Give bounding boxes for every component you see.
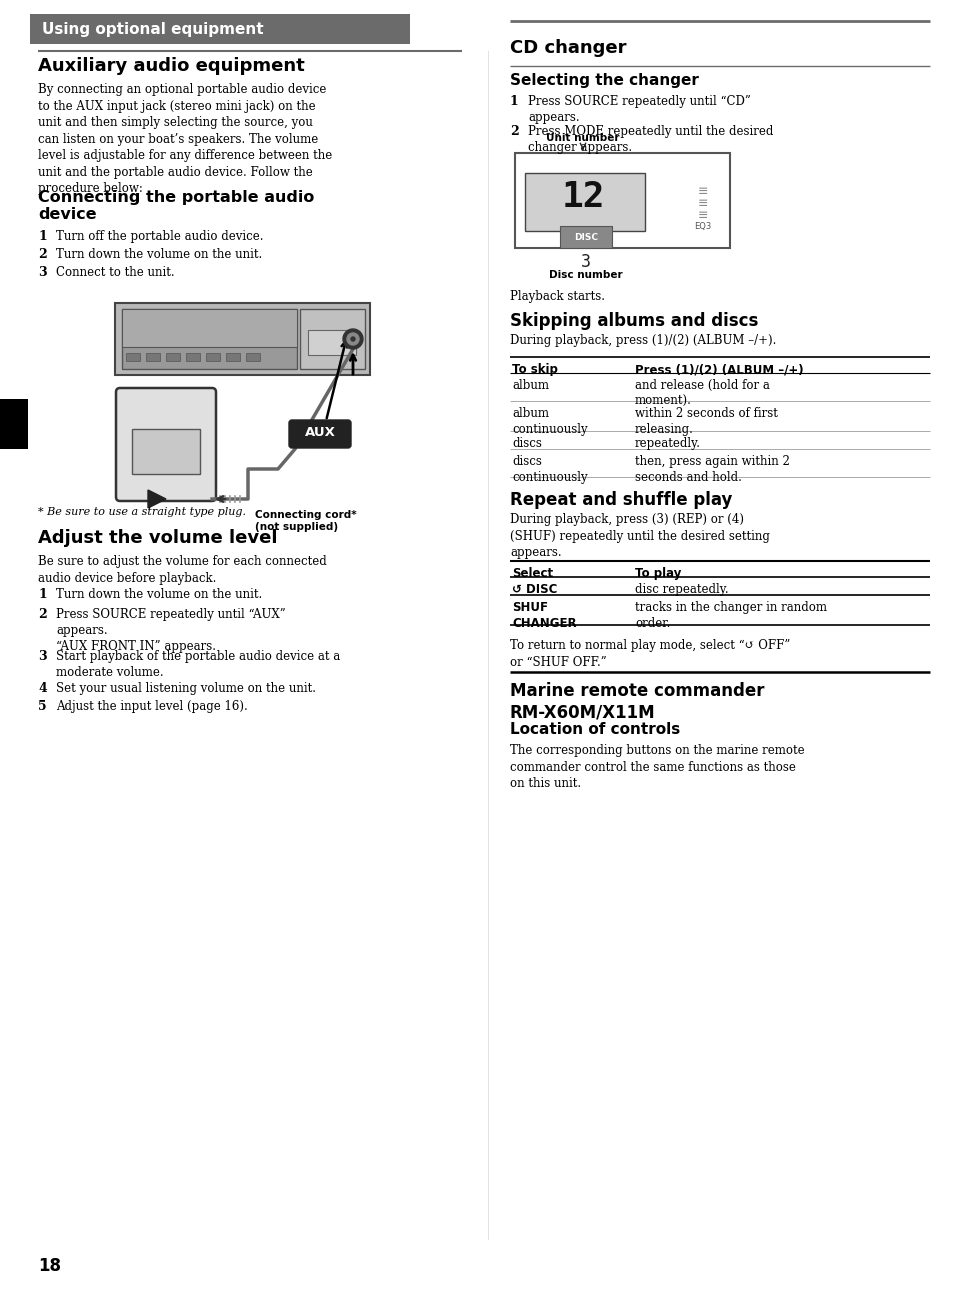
FancyBboxPatch shape <box>0 399 28 449</box>
Text: Press (1)/(2) (ALBUM –/+): Press (1)/(2) (ALBUM –/+) <box>635 362 802 375</box>
FancyBboxPatch shape <box>226 353 240 361</box>
FancyBboxPatch shape <box>299 309 365 369</box>
Text: disc repeatedly.: disc repeatedly. <box>635 583 728 596</box>
Text: * Be sure to use a straight type plug.: * Be sure to use a straight type plug. <box>38 507 246 517</box>
Text: Select: Select <box>512 566 553 579</box>
Text: 12: 12 <box>560 181 604 214</box>
Text: repeatedly.: repeatedly. <box>635 436 700 449</box>
FancyBboxPatch shape <box>186 353 200 361</box>
Text: Turn off the portable audio device.: Turn off the portable audio device. <box>56 230 263 243</box>
Text: AUX: AUX <box>304 426 335 439</box>
Text: 1: 1 <box>38 588 47 601</box>
Text: ≡: ≡ <box>697 184 707 197</box>
Circle shape <box>347 333 358 346</box>
Text: Connecting the portable audio
device: Connecting the portable audio device <box>38 190 314 222</box>
Text: then, press again within 2
seconds and hold.: then, press again within 2 seconds and h… <box>635 455 789 485</box>
Text: 1: 1 <box>510 95 518 108</box>
Text: Selecting the changer: Selecting the changer <box>510 73 699 88</box>
Text: Adjust the input level (page 16).: Adjust the input level (page 16). <box>56 700 248 713</box>
FancyBboxPatch shape <box>524 173 644 231</box>
Text: 3: 3 <box>580 253 590 271</box>
FancyBboxPatch shape <box>122 309 296 347</box>
FancyBboxPatch shape <box>115 303 370 375</box>
Text: 2: 2 <box>510 125 518 138</box>
Text: CD changer: CD changer <box>510 39 626 57</box>
Text: album: album <box>512 379 548 392</box>
FancyBboxPatch shape <box>515 153 729 248</box>
Text: 2: 2 <box>38 248 47 261</box>
Text: During playback, press (1)/(2) (ALBUM –/+).: During playback, press (1)/(2) (ALBUM –/… <box>510 334 776 347</box>
Text: discs: discs <box>512 436 541 449</box>
Text: Playback starts.: Playback starts. <box>510 290 604 303</box>
Text: Be sure to adjust the volume for each connected
audio device before playback.: Be sure to adjust the volume for each co… <box>38 555 327 585</box>
Text: Set your usual listening volume on the unit.: Set your usual listening volume on the u… <box>56 682 315 695</box>
Text: Location of controls: Location of controls <box>510 722 679 737</box>
Text: 18: 18 <box>38 1257 61 1276</box>
Text: Marine remote commander
RM-X60M/X11M: Marine remote commander RM-X60M/X11M <box>510 682 763 721</box>
Text: ≡: ≡ <box>697 196 707 209</box>
Circle shape <box>343 329 363 349</box>
FancyBboxPatch shape <box>132 429 200 474</box>
Circle shape <box>351 336 355 342</box>
Polygon shape <box>148 490 166 508</box>
FancyBboxPatch shape <box>122 309 296 369</box>
Text: Press MODE repeatedly until the desired
changer appears.: Press MODE repeatedly until the desired … <box>527 125 773 155</box>
FancyBboxPatch shape <box>289 420 351 448</box>
Text: Turn down the volume on the unit.: Turn down the volume on the unit. <box>56 248 262 261</box>
Text: 5: 5 <box>38 700 47 713</box>
FancyBboxPatch shape <box>116 388 215 501</box>
Text: DISC: DISC <box>574 233 598 242</box>
FancyBboxPatch shape <box>206 353 220 361</box>
Text: 3: 3 <box>38 650 47 662</box>
Text: Using optional equipment: Using optional equipment <box>42 22 263 36</box>
FancyBboxPatch shape <box>559 226 612 248</box>
Text: 3: 3 <box>38 266 47 279</box>
Text: To skip: To skip <box>512 362 558 375</box>
Text: Repeat and shuffle play: Repeat and shuffle play <box>510 491 732 509</box>
Text: 4: 4 <box>38 682 47 695</box>
Text: 1: 1 <box>38 230 47 243</box>
Text: ≡: ≡ <box>697 209 707 222</box>
FancyBboxPatch shape <box>166 353 180 361</box>
Text: tracks in the changer in random
order.: tracks in the changer in random order. <box>635 601 826 630</box>
Text: 2: 2 <box>38 608 47 621</box>
Text: Press SOURCE repeatedly until “AUX”
appears.
“AUX FRONT IN” appears.: Press SOURCE repeatedly until “AUX” appe… <box>56 608 286 653</box>
Text: ↺ DISC: ↺ DISC <box>512 583 557 596</box>
FancyBboxPatch shape <box>30 14 410 44</box>
Text: Unit number: Unit number <box>546 132 619 143</box>
Text: discs
continuously: discs continuously <box>512 455 587 485</box>
Text: and release (hold for a
moment).: and release (hold for a moment). <box>635 379 769 408</box>
Text: Turn down the volume on the unit.: Turn down the volume on the unit. <box>56 588 262 601</box>
Text: Press SOURCE repeatedly until “CD”
appears.: Press SOURCE repeatedly until “CD” appea… <box>527 95 750 123</box>
Text: album
continuously: album continuously <box>512 407 587 436</box>
Text: To return to normal play mode, select “↺ OFF”
or “SHUF OFF.”: To return to normal play mode, select “↺… <box>510 639 789 669</box>
Text: within 2 seconds of first
releasing.: within 2 seconds of first releasing. <box>635 407 777 436</box>
Text: EQ3: EQ3 <box>694 222 711 230</box>
Text: During playback, press (3) (REP) or (4)
(SHUF) repeatedly until the desired sett: During playback, press (3) (REP) or (4) … <box>510 513 769 559</box>
FancyBboxPatch shape <box>308 330 355 355</box>
Text: The corresponding buttons on the marine remote
commander control the same functi: The corresponding buttons on the marine … <box>510 744 803 790</box>
Text: To play: To play <box>635 566 680 579</box>
Text: Skipping albums and discs: Skipping albums and discs <box>510 312 758 330</box>
FancyBboxPatch shape <box>146 353 160 361</box>
FancyBboxPatch shape <box>246 353 260 361</box>
Text: By connecting an optional portable audio device
to the AUX input jack (stereo mi: By connecting an optional portable audio… <box>38 83 332 195</box>
Text: Connecting cord*
(not supplied): Connecting cord* (not supplied) <box>254 511 356 533</box>
Text: Adjust the volume level: Adjust the volume level <box>38 529 277 547</box>
FancyBboxPatch shape <box>126 353 140 361</box>
Text: Connect to the unit.: Connect to the unit. <box>56 266 174 279</box>
Text: Auxiliary audio equipment: Auxiliary audio equipment <box>38 57 304 75</box>
Text: SHUF
CHANGER: SHUF CHANGER <box>512 601 576 630</box>
Text: Start playback of the portable audio device at a
moderate volume.: Start playback of the portable audio dev… <box>56 650 340 679</box>
Text: Disc number: Disc number <box>549 270 622 281</box>
